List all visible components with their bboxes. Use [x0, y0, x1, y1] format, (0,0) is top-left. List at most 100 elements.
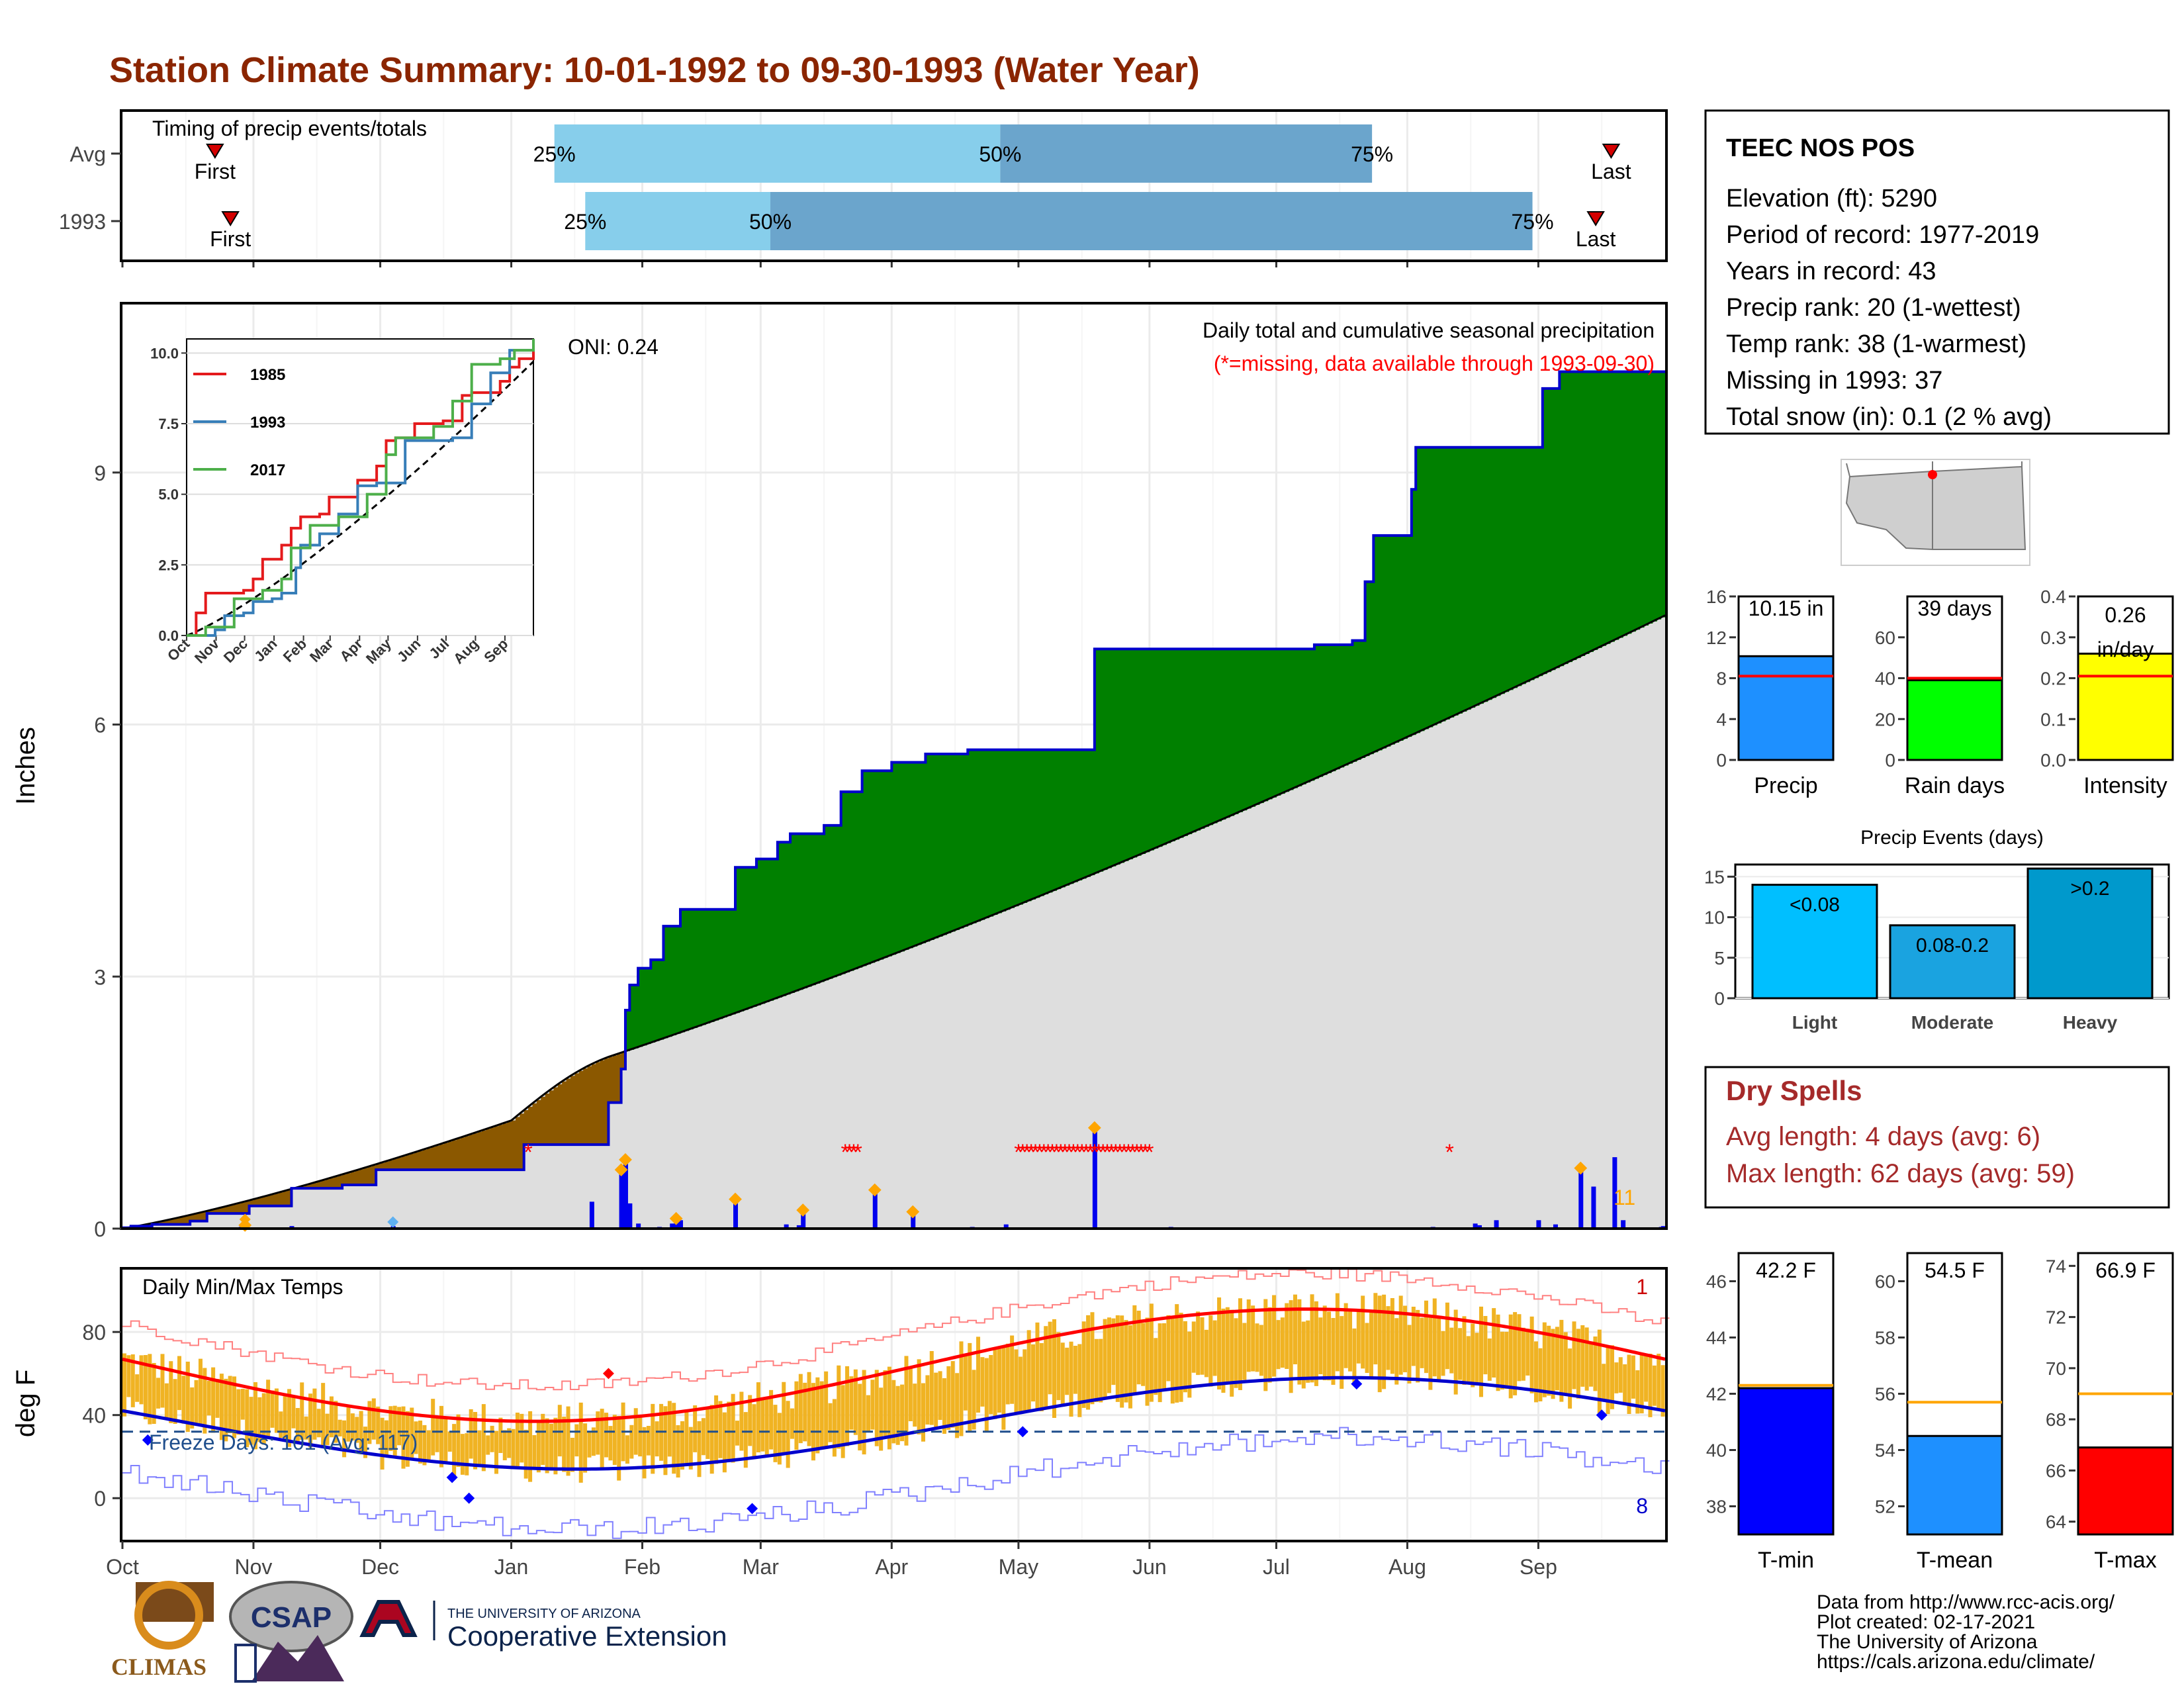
daily-precip-bar — [678, 1220, 683, 1229]
daily-precip-bar — [872, 1190, 878, 1229]
small-bar-tick-label: 0.1 — [2040, 709, 2066, 729]
timing-bar-q25-q50 — [585, 192, 771, 250]
location-map — [1841, 459, 2030, 566]
month-label: Nov — [235, 1555, 273, 1579]
temp-title: Daily Min/Max Temps — [142, 1275, 343, 1299]
missing-day-marker: * — [1136, 1140, 1145, 1165]
timing-bar-q25-q50 — [554, 124, 1001, 183]
events-category: Light — [1792, 1012, 1837, 1033]
small-bar-value-label: 66.9 F — [2095, 1258, 2156, 1282]
csap-logo: CSAP — [229, 1581, 353, 1683]
timing-marker-last — [1602, 144, 1621, 159]
missing-note: (*=missing, data available through 1993-… — [1214, 352, 1655, 375]
station-info-line: Missing in 1993: 37 — [1726, 367, 1942, 395]
events-bar — [2026, 867, 2154, 1000]
month-label: Jan — [494, 1555, 529, 1579]
missing-day-marker: * — [1099, 1140, 1107, 1165]
missing-day-marker: * — [1124, 1140, 1132, 1165]
events-bar-label: >0.2 — [2070, 878, 2109, 900]
precip-y-tick-label: 3 — [94, 965, 106, 989]
dry-spells-max: Max length: 62 days (avg: 59) — [1726, 1159, 2075, 1188]
ua-logo: THE UNIVERSITY OF ARIZONA Cooperative Ex… — [359, 1600, 727, 1652]
missing-day-marker: * — [1035, 1140, 1044, 1165]
footer-line-created: Plot created: 02-17-2021 — [1817, 1611, 2035, 1633]
events-title: Precip Events (days) — [1860, 827, 2044, 849]
daily-precip-bar — [1477, 1225, 1482, 1229]
timing-percent-label: 75% — [1351, 142, 1393, 166]
events-bar — [1889, 924, 2016, 1000]
daily-precip-bar — [1092, 1127, 1097, 1229]
missing-day-marker: * — [1095, 1140, 1103, 1165]
inset-x-tick-label: Mar — [306, 635, 337, 666]
month-label: Mar — [743, 1555, 779, 1579]
temp-y-tick-label: 80 — [82, 1321, 106, 1344]
small-bar-tick-label: 72 — [2046, 1307, 2066, 1328]
missing-day-marker: * — [849, 1140, 858, 1165]
events-bar-label: <0.08 — [1790, 894, 1840, 916]
small-bar-tick-label: 12 — [1706, 628, 1727, 648]
above-threshold-marker — [1574, 1161, 1588, 1175]
footer-credits: Data from http://www.rcc-acis.org/ Plot … — [1817, 1591, 2115, 1673]
small-bar-value — [2077, 1446, 2174, 1536]
daily-precip-bar — [1553, 1224, 1558, 1229]
month-label: May — [999, 1555, 1038, 1579]
daily-precip-bar — [733, 1199, 739, 1229]
station-info-line: Period of record: 1977-2019 — [1726, 221, 2039, 249]
small-bar-tick-label: 20 — [1875, 709, 1895, 729]
inset-x-tick-label: Nov — [191, 635, 223, 667]
daily-precip-bar — [670, 1223, 675, 1229]
timing-percent-label: 75% — [1512, 210, 1554, 234]
small-bar-tick-label: 0 — [1716, 750, 1727, 771]
timing-bar-q50-q75 — [1000, 124, 1373, 183]
daily-precip-bar — [623, 1159, 628, 1229]
record-temp-marker — [463, 1492, 475, 1504]
precip-y-tick-label: 6 — [94, 714, 106, 737]
csap-text: CSAP — [251, 1601, 332, 1634]
climas-logo: CLIMAS — [111, 1581, 214, 1680]
small-bar-tick-label: 74 — [2046, 1256, 2066, 1276]
daily-precip-bar — [1473, 1223, 1478, 1229]
missing-day-marker: * — [1120, 1140, 1128, 1165]
deficit-area — [139, 1053, 626, 1227]
missing-day-marker: * — [1031, 1140, 1040, 1165]
missing-day-marker: * — [1061, 1140, 1069, 1165]
missing-day-marker: * — [1111, 1140, 1120, 1165]
timing-marker-label: Last — [1576, 227, 1616, 251]
missing-day-marker: * — [1048, 1140, 1056, 1165]
precip-summary-bars: 0 4 8 12 16 10.15 in Precip 0 20 40 60 39 days Rain … — [1706, 586, 2174, 798]
daily-precip-bar — [911, 1211, 916, 1229]
timing-row-label: Avg — [69, 142, 106, 166]
small-bar-value-label: in/day — [2097, 637, 2154, 661]
month-label: Dec — [361, 1555, 399, 1579]
dry-spells-avg: Avg length: 4 days (avg: 6) — [1726, 1122, 2040, 1151]
record-temp-marker — [747, 1503, 758, 1515]
small-bar-tick-label: 56 — [1875, 1384, 1895, 1405]
missing-day-marker: * — [841, 1140, 849, 1165]
events-tick-label: 15 — [1704, 867, 1725, 887]
small-bar-category: Rain days — [1905, 773, 2005, 798]
inset-normal-line — [186, 361, 535, 637]
timing-percent-label: 50% — [749, 210, 792, 234]
small-bar-tick-label: 40 — [1706, 1440, 1727, 1461]
inset-x-tick-label: Jan — [251, 635, 280, 665]
missing-day-marker: * — [1090, 1140, 1099, 1165]
small-bar-tick-label: 4 — [1716, 709, 1727, 729]
above-threshold-marker — [669, 1211, 683, 1225]
timing-percent-label: 25% — [564, 210, 606, 234]
inset-x-tick-label: Dec — [220, 635, 251, 666]
missing-day-marker: * — [845, 1140, 854, 1165]
small-bar-tick-label: 44 — [1706, 1328, 1727, 1348]
above-threshold-marker — [796, 1203, 810, 1217]
timing-marker-label: First — [210, 227, 251, 251]
small-bar-tick-label: 0 — [1885, 750, 1895, 771]
daily-temp-range-bars — [122, 1293, 1665, 1483]
timing-marker-first — [206, 144, 224, 159]
precip-count: 11 — [1614, 1186, 1635, 1209]
small-bar-tick-label: 0.0 — [2040, 750, 2066, 771]
small-bar-tick-label: 70 — [2046, 1358, 2066, 1379]
small-bar-value — [1737, 1387, 1835, 1536]
inset-legend-label: 1985 — [250, 366, 285, 384]
record-temp-marker — [446, 1472, 458, 1483]
missing-day-marker: * — [854, 1140, 862, 1165]
